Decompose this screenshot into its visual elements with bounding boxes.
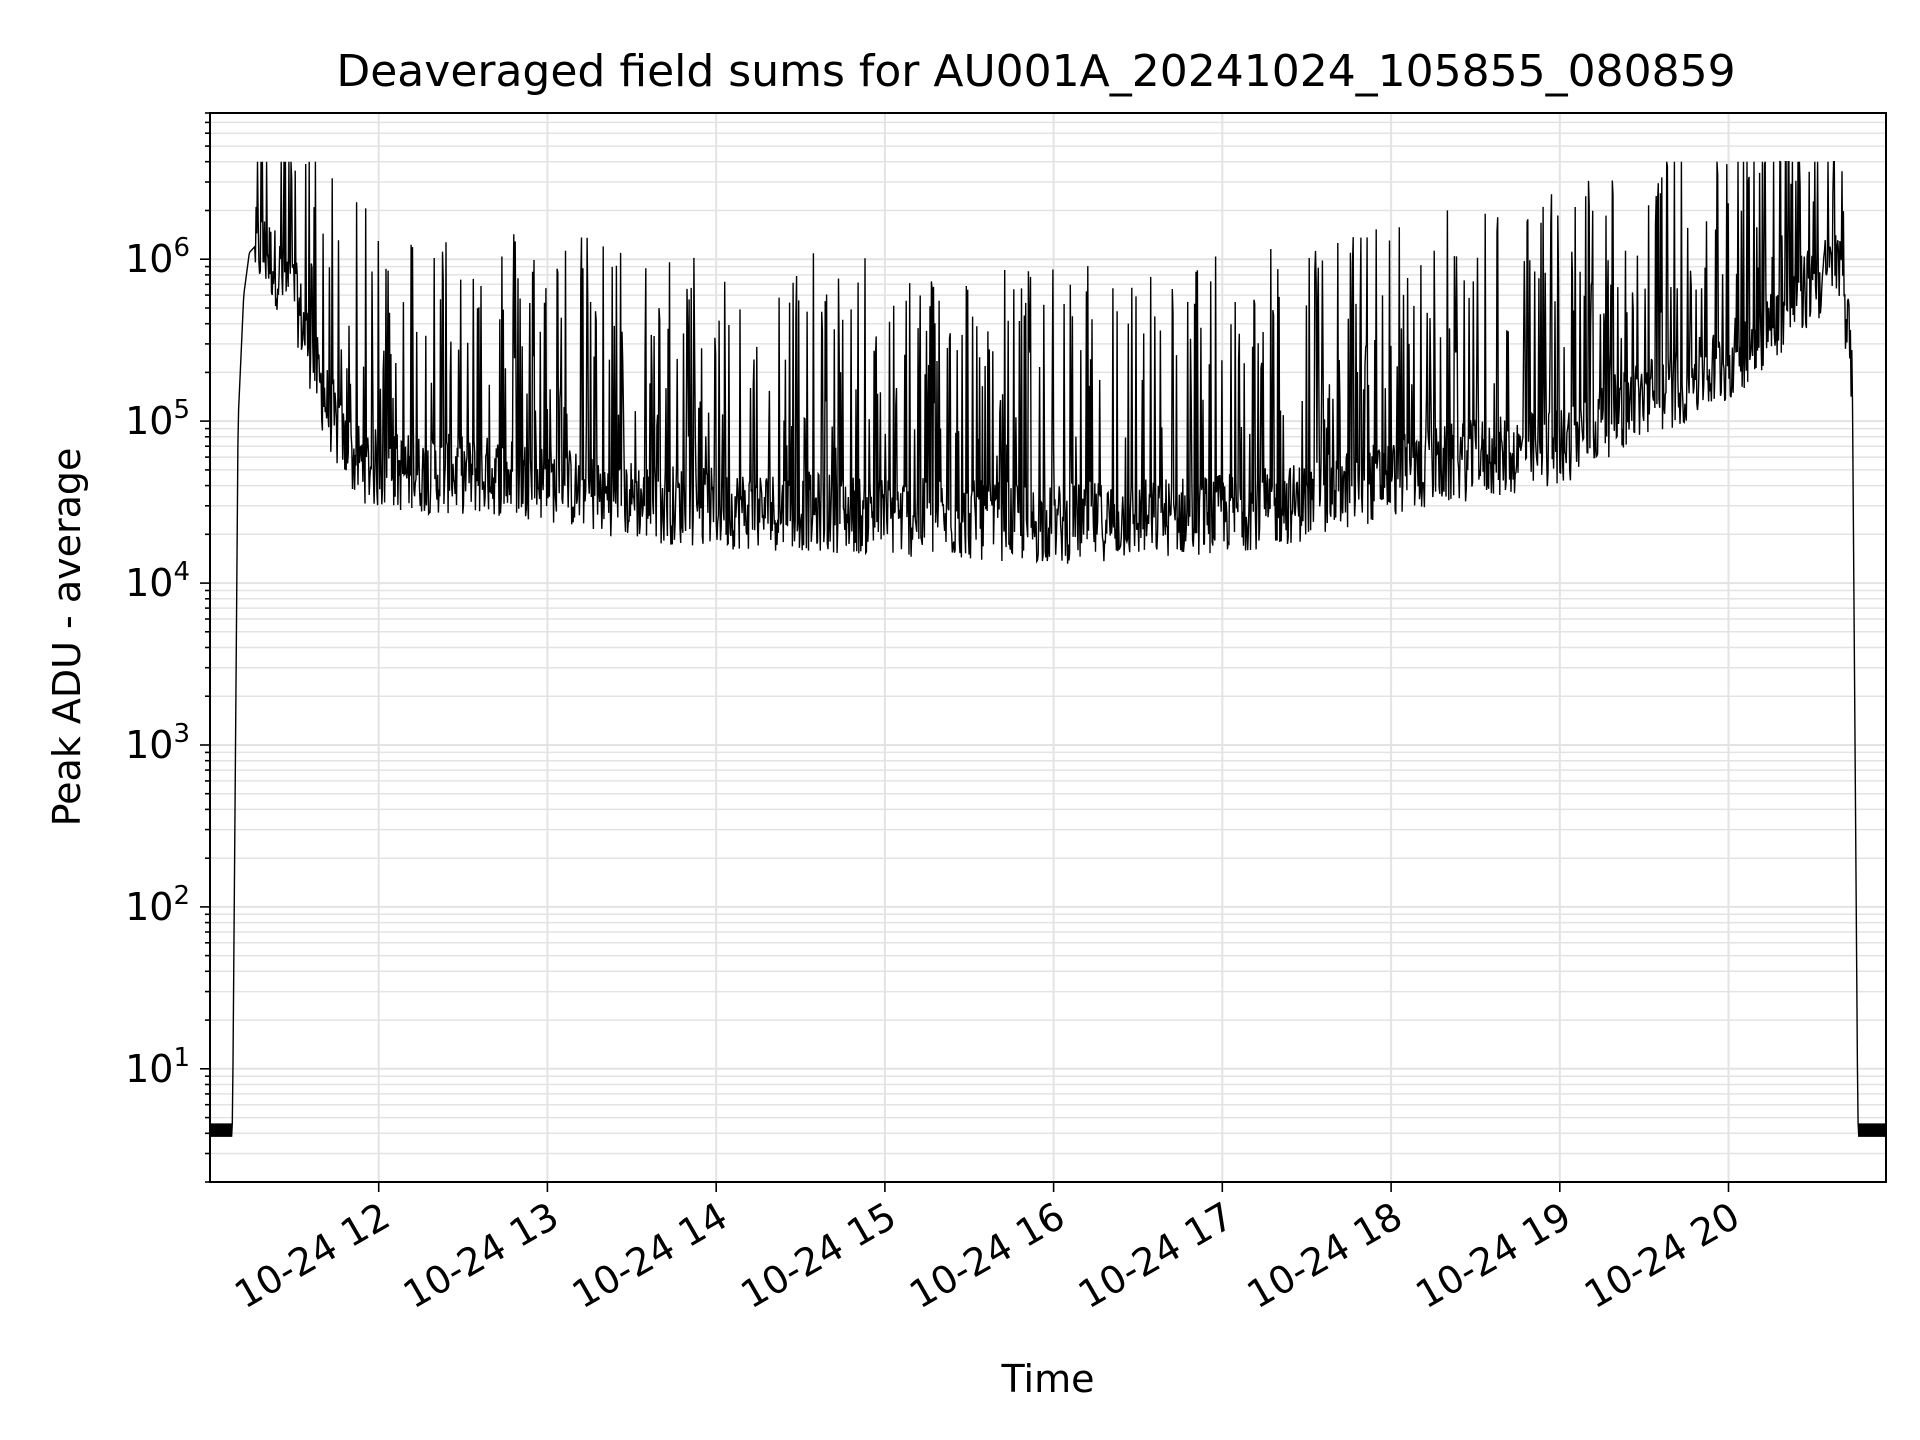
- x-axis-label: Time: [1001, 1357, 1095, 1401]
- x-tick-label: 10-24 12: [227, 1194, 397, 1318]
- x-tick-label: 10-24 15: [733, 1194, 903, 1318]
- series-line: [209, 160, 1887, 1137]
- y-tick-label: 104: [125, 557, 190, 605]
- x-tick-label: 10-24 17: [1071, 1194, 1241, 1318]
- y-tick-label: 105: [125, 395, 190, 443]
- chart-title: Deaveraged field sums for AU001A_2024102…: [336, 46, 1735, 97]
- minor-gridlines: [210, 112, 1886, 1183]
- y-tick-label: 101: [125, 1043, 190, 1091]
- x-tick-label: 10-24 18: [1240, 1194, 1410, 1318]
- y-tick-label: 103: [125, 719, 190, 767]
- x-tick-label: 10-24 14: [565, 1194, 735, 1318]
- x-tick-label: 10-24 13: [396, 1194, 566, 1318]
- x-tick-label: 10-24 16: [902, 1194, 1072, 1318]
- x-tick-label: 10-24 19: [1408, 1194, 1578, 1318]
- y-axis-label: Peak ADU - average: [45, 448, 89, 827]
- y-axis: 101 102 103 104 105 106: [125, 112, 210, 1183]
- y-tick-label: 102: [125, 881, 190, 929]
- y-tick-label: 106: [125, 233, 190, 281]
- x-tick-label: 10-24 20: [1577, 1194, 1747, 1318]
